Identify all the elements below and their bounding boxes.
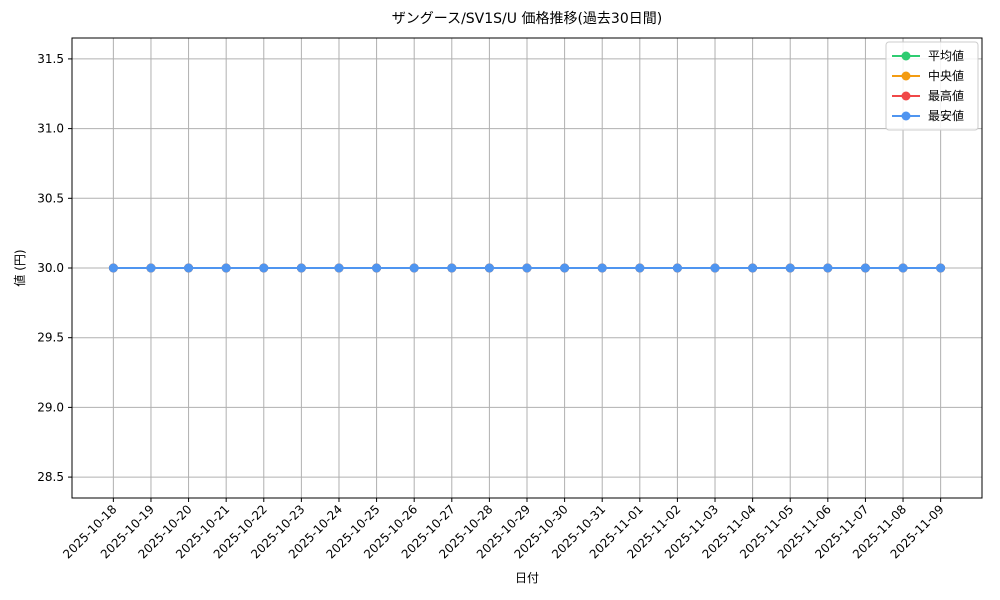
point <box>259 263 269 273</box>
point <box>672 263 682 273</box>
legend-label: 中央値 <box>928 68 964 83</box>
plot-frame <box>71 37 983 499</box>
point <box>860 263 870 273</box>
point <box>748 263 758 273</box>
point <box>372 263 382 273</box>
legend-marker <box>901 51 911 61</box>
legend-marker <box>901 71 911 81</box>
point <box>184 263 194 273</box>
y-tick-label: 31.0 <box>37 122 64 136</box>
point <box>296 263 306 273</box>
y-tick-label: 29.0 <box>37 400 64 414</box>
point <box>597 263 607 273</box>
legend-label: 最安値 <box>928 108 964 123</box>
point <box>635 263 645 273</box>
point <box>522 263 532 273</box>
point <box>785 263 795 273</box>
legend-label: 最高値 <box>928 88 964 103</box>
legend-box <box>885 41 979 131</box>
point <box>409 263 419 273</box>
chart-title: ザングース/SV1S/U 価格推移(過去30日間) <box>392 11 662 27</box>
point <box>936 263 946 273</box>
y-tick-label: 31.5 <box>37 52 64 66</box>
point <box>484 263 494 273</box>
legend-marker <box>901 91 911 101</box>
point <box>710 263 720 273</box>
y-tick-label: 30.0 <box>37 261 64 275</box>
point <box>221 263 231 273</box>
y-tick-label: 29.5 <box>37 331 64 345</box>
point <box>898 263 908 273</box>
legend-label: 平均値 <box>928 48 964 63</box>
point <box>823 263 833 273</box>
point <box>447 263 457 273</box>
point <box>108 263 118 273</box>
y-axis-label: 値 (円) <box>12 249 27 286</box>
y-tick-label: 28.5 <box>37 470 64 484</box>
x-axis-label: 日付 <box>515 571 539 585</box>
legend-marker <box>901 111 911 121</box>
point <box>560 263 570 273</box>
y-tick-label: 30.5 <box>37 191 64 205</box>
point <box>146 263 156 273</box>
point <box>334 263 344 273</box>
